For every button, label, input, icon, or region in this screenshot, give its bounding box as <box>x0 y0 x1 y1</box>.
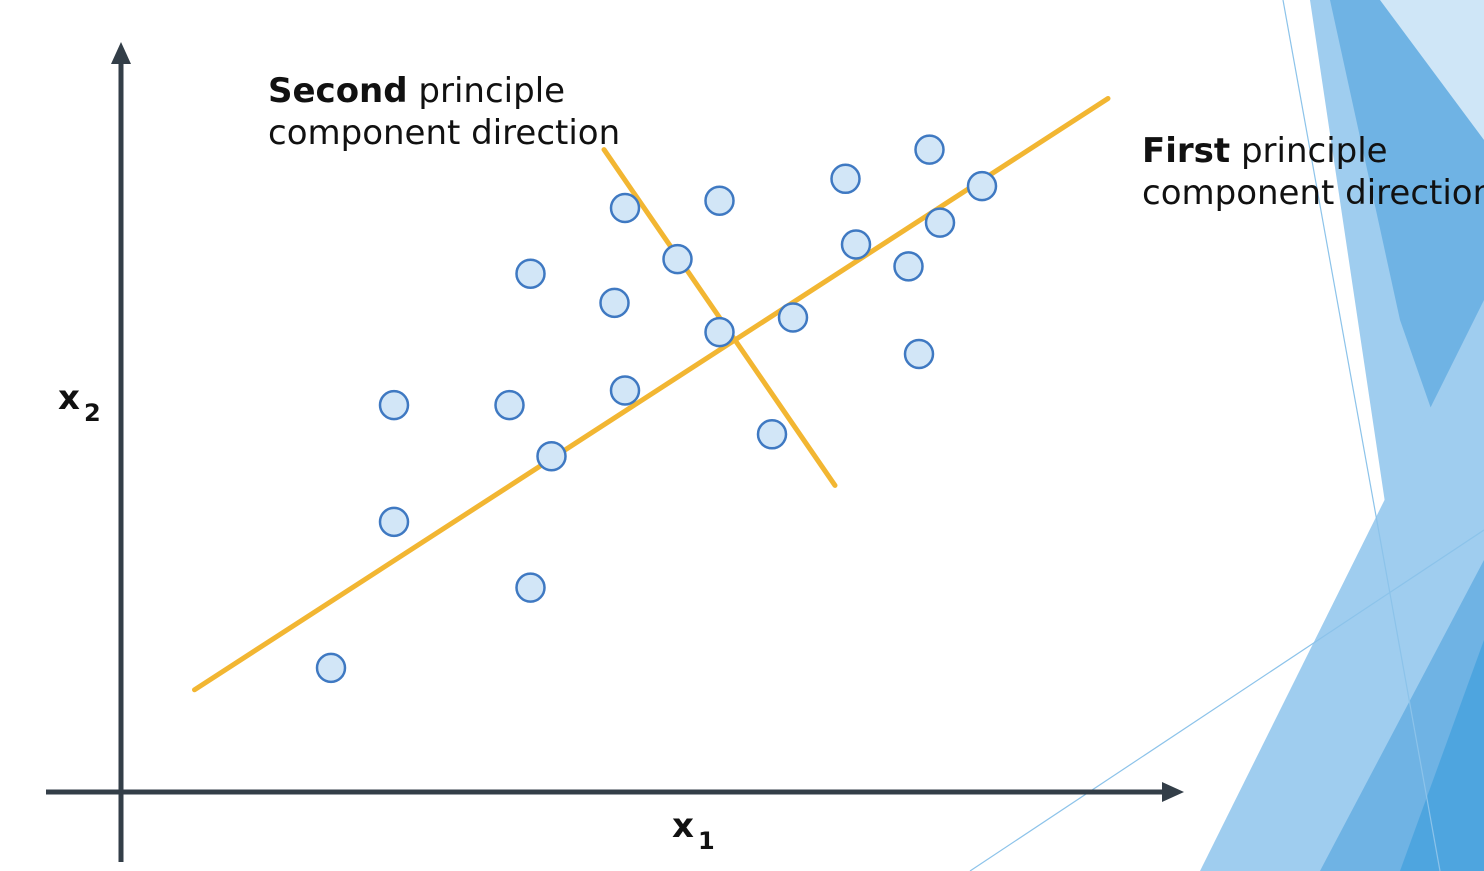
data-point-3 <box>378 389 410 421</box>
decor-line-1 <box>1282 0 1441 871</box>
first-annotation-bold: First <box>1142 131 1231 171</box>
decor-shape-5 <box>1380 0 1484 140</box>
x-axis-label-sub: 1 <box>697 827 715 855</box>
data-point-5 <box>494 389 525 421</box>
data-point-13 <box>704 316 735 348</box>
x-axis-label-base: x <box>672 806 694 846</box>
data-point-21 <box>924 207 956 238</box>
data-point-6 <box>515 258 546 289</box>
x-axis-arrowhead <box>1162 782 1184 802</box>
data-point-16 <box>830 163 861 195</box>
data-point-1 <box>315 652 347 684</box>
data-point-15 <box>777 302 809 333</box>
data-point-11 <box>662 243 693 275</box>
first-annotation-line2: component direction <box>1142 173 1484 213</box>
second-annotation-line2: component direction <box>268 113 621 153</box>
data-point-20 <box>914 134 945 165</box>
first-component-annotation: First principle component direction <box>1142 130 1484 214</box>
second-component-annotation: Second principle component direction <box>268 70 620 154</box>
first-annotation-rest: principle <box>1230 131 1388 171</box>
data-point-12 <box>704 185 735 216</box>
data-point-19 <box>903 338 935 370</box>
data-point-4 <box>515 572 546 603</box>
data-point-2 <box>378 506 410 538</box>
second-annotation-rest: principle <box>407 71 566 111</box>
decor-shape-6 <box>1400 640 1484 871</box>
y-axis-label-sub: 2 <box>83 399 101 427</box>
y-axis-arrowhead <box>111 42 131 64</box>
data-point-9 <box>609 375 641 406</box>
data-point-14 <box>756 419 788 450</box>
data-point-18 <box>893 251 924 282</box>
decor-line-2 <box>969 529 1484 871</box>
y-axis-label-base: x <box>58 378 80 418</box>
data-point-10 <box>609 192 641 224</box>
data-point-17 <box>840 229 872 260</box>
data-point-7 <box>536 440 567 472</box>
second-annotation-bold: Second <box>268 71 408 111</box>
data-point-8 <box>599 287 630 319</box>
first-principal-component-line <box>192 96 1111 693</box>
data-point-22 <box>966 170 998 202</box>
